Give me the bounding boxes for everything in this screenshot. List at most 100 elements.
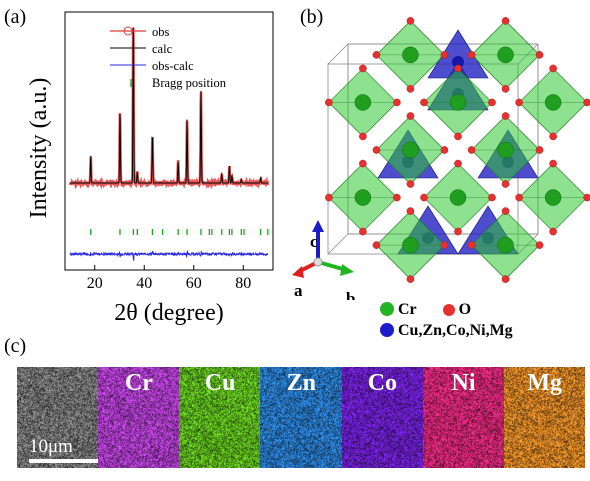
legend: obs calc obs-calc Bragg position [110,25,227,90]
eds-map-ni: Ni [422,367,505,468]
o-atom-31 [467,51,476,59]
o-atom-38 [501,275,510,283]
eds-map-cu: Cu [179,367,261,468]
tile-texture [341,367,424,468]
cr-atom-7 [497,46,514,64]
o-atom-32 [501,112,510,120]
o-atom-8 [406,17,415,25]
eds-label-ni: Ni [451,370,476,396]
x-tick-label-80: 80 [235,275,251,292]
o-atom-24 [454,159,462,168]
eds-map-strip: 10μm Cr Cu Zn Co Ni Mg [17,367,586,468]
scale-bar-label: 10μm [29,436,73,457]
o-atom-35 [467,146,476,154]
o-atom-13 [440,146,449,154]
o-atom-46 [549,227,557,236]
o-atom-30 [501,85,510,93]
o-atom-0 [359,64,367,73]
o-atom-45 [583,193,590,202]
o-atom-5 [393,193,401,202]
o-atom-17 [440,241,449,249]
xrd-marks [68,27,270,261]
o-atom-29 [535,51,544,59]
x-axis-label: 2θ (degree) [114,300,223,326]
tile-texture [17,367,99,468]
o-atom-42 [549,132,557,141]
legend-calc-label: calc [152,42,173,56]
o-atom-9 [440,51,449,59]
o-atom-28 [501,17,510,25]
legend-obs-label: obs [152,25,170,39]
eds-map-co: Co [341,367,424,468]
o-atom-22 [454,132,462,141]
o-atom-41 [583,98,590,107]
tet-label: Cu,Zn,Co,Ni,Mg [398,322,513,339]
scale-bar [29,459,99,463]
axis-triad: c b a [292,220,355,300]
cr-atom-4 [402,236,419,254]
o-atom-10 [406,85,415,93]
eds-label-mg: Mg [527,370,562,396]
panel-label-c: (c) [4,335,27,357]
panel-label-b: (b) [300,6,324,28]
crystal-structure: c b a [292,17,590,300]
x-tick-group: 20 40 60 80 [87,265,251,292]
unit-cell-edge-2 [327,233,349,255]
eds-map-mg: Mg [503,367,586,468]
o-atom-34 [501,180,510,188]
unit-cell-edge-0 [327,43,349,65]
o-atom-1 [393,98,401,107]
o-atom-14 [406,180,415,188]
o-atom-25 [488,193,496,202]
o-atom-18 [406,275,415,283]
cr-atom-3 [402,141,419,159]
tile-texture [98,367,180,468]
cr-atom-0 [354,94,372,111]
o-atom-23 [420,98,428,107]
o-atom-20 [454,64,462,73]
cr-atom-10 [544,94,562,111]
cr-atom-5 [449,94,467,111]
cr-label: Cr [398,301,417,318]
y-axis-label: Intensity (a.u.) [26,78,52,219]
tile-texture [179,367,261,468]
o-atom-36 [501,207,510,215]
o-atom-40 [549,64,557,73]
o-atom-12 [406,112,415,120]
o-atom-27 [420,193,428,202]
eds-label-cu: Cu [204,370,236,396]
series-obs-calc [69,250,269,261]
spinel-lattice [325,17,590,283]
plot-frame [64,11,274,271]
axis-b-label: b [346,289,355,300]
o-atom-39 [467,241,476,249]
crystal-legend-row1: Cr O [380,301,471,319]
panel-label-a: (a) [4,6,27,28]
cr-atom-2 [402,46,419,64]
o-dot [442,304,455,316]
tile-texture [503,367,586,468]
cr-atom-1 [354,189,372,206]
eds-label-co: Co [367,370,398,396]
o-atom-37 [535,241,544,249]
tile-texture [260,367,343,468]
axis-a-label: a [294,281,303,300]
x-tick-label-60: 60 [186,275,202,292]
o-atom-7 [325,193,333,202]
o-atom-4 [359,159,367,168]
o-atom-3 [325,98,333,107]
legend-bragg-label: Bragg position [152,76,227,90]
sem-image-tile: 10μm [17,367,99,468]
xrd-chart: 20 40 60 80 obs calc obs-calc Bragg position 2… [26,11,274,326]
x-tick-label-20: 20 [87,275,103,292]
o-label: O [458,301,472,318]
axis-c-label: c [310,232,318,251]
series-calc [70,27,268,184]
o-atom-26 [454,227,462,236]
eds-map-zn: Zn [260,367,343,468]
eds-label-cr: Cr [124,370,153,396]
cr-atom-11 [544,189,562,206]
crystal-legend-row2: Cu,Zn,Co,Ni,Mg [380,322,513,340]
tet-cation-5 [452,56,464,68]
cr-dot [380,302,394,316]
